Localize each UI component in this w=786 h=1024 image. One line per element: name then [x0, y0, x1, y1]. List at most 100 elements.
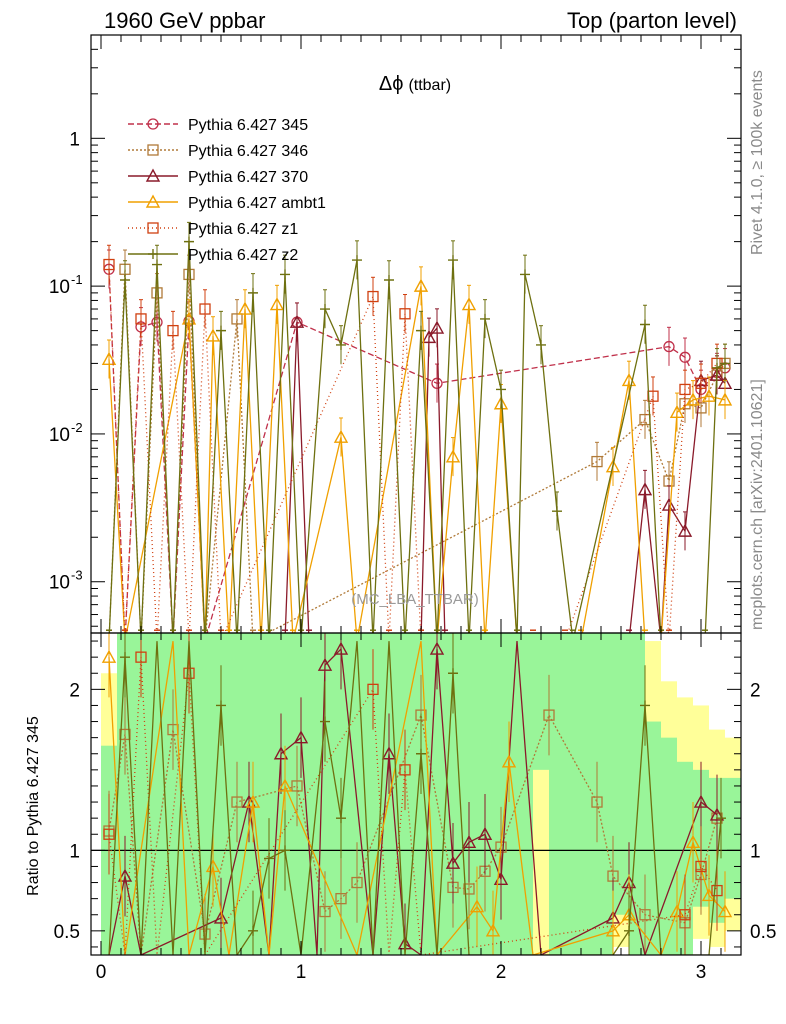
y-tick-exp: -3 — [71, 568, 83, 583]
ratio-point — [461, 834, 477, 848]
ratio-point — [477, 826, 493, 840]
ratio-point — [399, 764, 411, 776]
ratio-point — [245, 794, 261, 808]
ratio-point — [717, 904, 733, 918]
axes: 0 1 2 310-310-210 -110.5 0.51 12 2 — [49, 34, 776, 983]
main-series-layer — [101, 221, 733, 633]
ratio-point — [231, 796, 243, 808]
side-mcplots-text: mcplots.cern.ch [arXiv:2401.10621] — [749, 379, 766, 630]
band-green-bin — [725, 777, 741, 899]
ratio-point — [293, 730, 309, 744]
band-green-bin — [533, 633, 549, 770]
y-tick-label: 1 — [69, 129, 80, 150]
ratio-point — [280, 845, 290, 856]
data-point — [536, 339, 546, 350]
ratio-pythia-6.427-z2 — [108, 633, 726, 955]
ratio-point — [448, 668, 458, 679]
data-point — [413, 278, 429, 292]
ratio-series-layer — [101, 633, 733, 955]
ratio-point — [693, 794, 709, 808]
data-point — [231, 313, 243, 325]
ratio-point — [716, 813, 726, 824]
y-tick-label: 10 -2 — [49, 420, 83, 446]
band-green-bin — [517, 633, 533, 955]
data-point — [103, 258, 115, 271]
legend-label: Pythia 6.427 z1 — [188, 221, 298, 238]
data-point — [216, 325, 226, 336]
x-tick-label: 0 — [96, 962, 107, 983]
y-tick-base: 10 — [49, 425, 70, 446]
series-pythia-6.427-z2 — [106, 221, 730, 633]
data-point — [151, 316, 163, 328]
data-point — [184, 236, 194, 247]
legend-label: Pythia 6.427 346 — [188, 143, 308, 160]
data-point — [384, 275, 394, 286]
data-point — [151, 287, 163, 299]
data-point — [669, 404, 685, 419]
data-point — [289, 314, 305, 328]
band-green-bin — [469, 633, 485, 955]
y-tick-exp: -1 — [71, 272, 83, 287]
band-green-bin — [325, 633, 341, 955]
data-point — [695, 402, 707, 414]
data-point — [591, 455, 603, 468]
legend-entry: Pythia 6.427 346 — [128, 143, 308, 160]
ratio-y-tick-label: 0.5 — [54, 922, 80, 943]
side-rivet-text: Rivet 4.1.0, ≥ 100k events — [749, 70, 766, 255]
legend-label: Pythia 6.427 345 — [188, 117, 308, 134]
ratio-point — [591, 796, 603, 808]
ratio-point — [277, 778, 293, 792]
ratio-point — [381, 746, 397, 760]
ratio-point — [183, 667, 195, 679]
band-green-bin — [485, 633, 501, 955]
data-point — [552, 506, 562, 517]
band-green-bin — [213, 633, 229, 955]
ratio-point — [205, 858, 221, 873]
legend-marker — [145, 168, 161, 182]
data-point — [445, 449, 461, 463]
ratio-point — [605, 923, 621, 937]
ratio-point — [120, 652, 130, 663]
ratio-point — [351, 876, 363, 889]
legend-marker — [147, 144, 159, 156]
band-green-bin — [629, 633, 645, 955]
ratio-point — [685, 834, 701, 848]
data-point — [663, 340, 675, 353]
ratio-y-tick-label-right: 0.5 — [750, 922, 776, 943]
ratio-point — [624, 925, 634, 936]
ratio-point — [709, 807, 725, 821]
ratio-point — [199, 928, 211, 940]
data-point — [661, 497, 677, 511]
data-point — [320, 304, 330, 315]
ratio-point — [248, 925, 258, 936]
ratio-point — [367, 683, 379, 695]
ratio-point — [135, 651, 147, 663]
data-point — [237, 301, 253, 315]
header-process: Top (parton level) — [567, 8, 737, 33]
ratio-y-tick-label: 1 — [69, 841, 80, 862]
legend-label: Pythia 6.427 370 — [188, 169, 308, 186]
ratio-point — [543, 709, 555, 721]
y-tick-label: 10 -1 — [49, 272, 83, 298]
ratio-point — [463, 883, 475, 895]
data-point — [679, 383, 691, 396]
data-point — [461, 297, 477, 311]
ratio-plot-frame — [90, 632, 742, 956]
data-point — [269, 297, 285, 311]
ratio-point — [320, 716, 330, 727]
data-point — [701, 388, 717, 402]
data-point — [695, 377, 707, 389]
ratio-y-tick-label-right: 1 — [750, 841, 761, 862]
data-point — [280, 269, 290, 280]
band-green-bin — [613, 633, 629, 915]
data-point — [640, 319, 650, 330]
data-point — [712, 362, 722, 373]
data-point — [248, 287, 258, 298]
series-line — [108, 269, 726, 633]
y-tick-base: 10 — [49, 573, 70, 594]
ratio-line — [108, 640, 726, 955]
ratio-point — [695, 860, 707, 873]
data-point — [101, 351, 117, 365]
ratio-point — [445, 855, 461, 869]
